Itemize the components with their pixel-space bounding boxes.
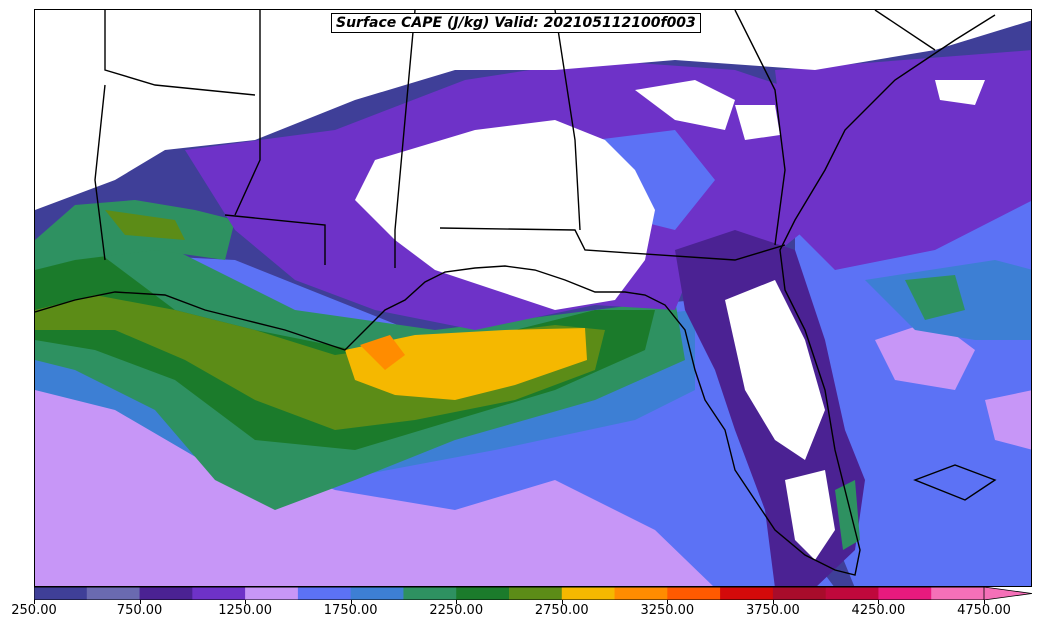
map-panel <box>34 9 1032 587</box>
cape-field-white-blob1 <box>635 80 735 130</box>
colorbar-tickmark <box>245 600 247 604</box>
cape-map <box>35 10 1031 586</box>
colorbar-segment <box>509 587 563 600</box>
cape-field-lightpurple-atlantic2 <box>985 390 1031 450</box>
state-border-5 <box>394 10 416 268</box>
colorbar-tickmark <box>561 600 563 604</box>
state-border-9 <box>874 10 936 51</box>
colorbar-tick-label: 250.00 <box>11 603 57 618</box>
colorbar-tickmark <box>667 600 669 604</box>
state-border-8 <box>734 10 786 246</box>
colorbar-tick-label: 1750.00 <box>323 603 378 618</box>
state-border-7 <box>554 10 581 231</box>
colorbar-segment <box>561 587 616 600</box>
cape-field-white-central <box>355 120 655 310</box>
cape-field-white-blob3 <box>935 80 985 105</box>
cape-field-lightblue-inland <box>595 130 715 230</box>
state-border-2 <box>94 84 106 261</box>
state-border-1 <box>104 10 256 96</box>
state-border-6 <box>439 227 786 261</box>
colorbar-segment <box>86 587 141 600</box>
colorbar-tick-label: 3250.00 <box>640 603 695 618</box>
coastline-gulf <box>35 14 996 576</box>
state-border-4 <box>234 10 261 216</box>
colorbar-segment <box>614 587 668 600</box>
cape-field-white-florida <box>725 280 825 460</box>
colorbar-segment <box>350 587 404 600</box>
map-title: Surface CAPE (J/kg) Valid: 202105112100f… <box>331 13 701 33</box>
colorbar-segment <box>772 587 827 600</box>
colorbar-segment <box>192 587 246 600</box>
colorbar-extend-arrow <box>983 587 1032 600</box>
cape-field-white-ne <box>35 10 1031 210</box>
colorbar-tickmark <box>878 600 880 604</box>
colorbar-tick-label: 4750.00 <box>957 603 1011 618</box>
cape-field-lightpurple-atlantic <box>875 320 975 390</box>
colorbar-segment <box>403 587 457 600</box>
colorbar-segment <box>245 587 299 600</box>
cape-field-purple-atlantic <box>775 50 1031 270</box>
cape-field-gold-texas <box>105 210 185 240</box>
cape-field-gold-gulf <box>345 328 587 400</box>
colorbar-segment <box>825 587 879 600</box>
cape-field-white-florida-south <box>785 470 835 560</box>
colorbar-segment <box>297 587 352 600</box>
colorbar-segment <box>878 587 932 600</box>
colorbar-tick-label: 750.00 <box>116 603 163 618</box>
colorbar-tickmark <box>772 600 774 604</box>
colorbar-segment <box>667 587 721 600</box>
cape-field-white-blob2 <box>735 105 780 140</box>
colorbar-tickmark <box>34 600 35 604</box>
boundaries <box>35 10 997 576</box>
cape-field-green-florida <box>835 480 860 550</box>
state-border-3 <box>224 214 326 265</box>
colorbar-segment <box>139 587 193 600</box>
cape-field-orange-gulf <box>360 335 405 370</box>
colorbar-svg <box>34 587 1032 600</box>
colorbar-tick-label: 1250.00 <box>218 603 272 618</box>
cape-field-green-atlantic <box>905 275 965 320</box>
colorbar-tickmark <box>456 600 458 604</box>
colorbar-segment <box>34 587 88 600</box>
colorbar <box>34 587 1032 600</box>
colorbar-tick-label: 3750.00 <box>745 603 800 618</box>
colorbar-tickmark <box>350 600 352 604</box>
colorbar-tick-label: 2750.00 <box>534 603 589 618</box>
island-bahamas <box>913 464 997 501</box>
colorbar-segment <box>456 587 510 600</box>
colorbar-tick-label: 4250.00 <box>851 603 906 618</box>
colorbar-segment <box>720 587 774 600</box>
colorbar-segment <box>931 587 985 600</box>
colorbar-tickmark <box>984 600 985 604</box>
colorbar-tickmark <box>139 600 141 604</box>
colorbar-tick-label: 2250.00 <box>429 603 484 618</box>
